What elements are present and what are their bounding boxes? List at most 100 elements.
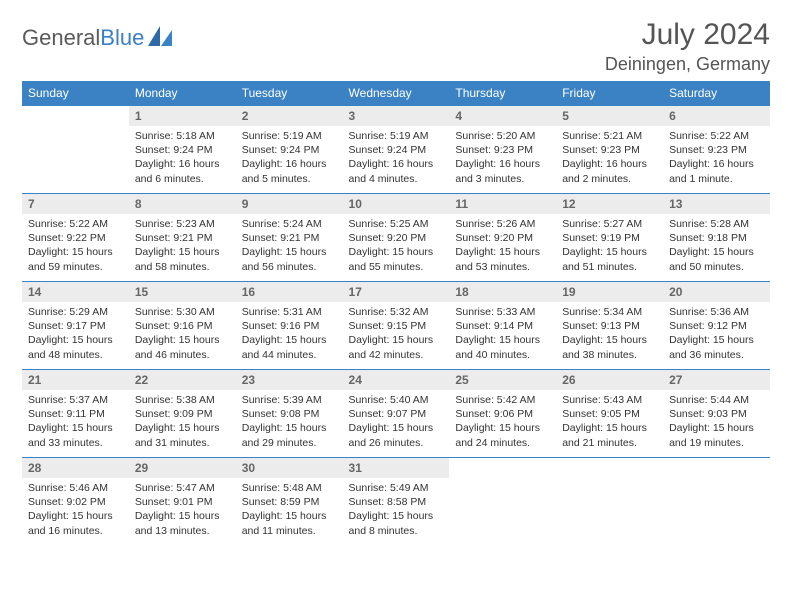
day-detail-line: Sunrise: 5:19 AM bbox=[242, 129, 337, 143]
day-detail-line: Daylight: 15 hours bbox=[242, 333, 337, 347]
day-detail-line: Sunset: 9:06 PM bbox=[455, 407, 550, 421]
calendar-cell: 24Sunrise: 5:40 AMSunset: 9:07 PMDayligh… bbox=[343, 370, 450, 458]
brand-word-1: General bbox=[22, 25, 100, 50]
day-detail-line: Sunset: 9:09 PM bbox=[135, 407, 230, 421]
day-detail: Sunrise: 5:31 AMSunset: 9:16 PMDaylight:… bbox=[236, 302, 343, 368]
day-detail: Sunrise: 5:19 AMSunset: 9:24 PMDaylight:… bbox=[343, 126, 450, 192]
day-detail: Sunrise: 5:23 AMSunset: 9:21 PMDaylight:… bbox=[129, 214, 236, 280]
day-detail-line: Daylight: 15 hours bbox=[669, 421, 764, 435]
day-number: 5 bbox=[556, 106, 663, 126]
day-detail-line: and 58 minutes. bbox=[135, 260, 230, 274]
day-detail-line: and 5 minutes. bbox=[242, 172, 337, 186]
day-detail-line: Sunrise: 5:42 AM bbox=[455, 393, 550, 407]
day-number: 27 bbox=[663, 370, 770, 390]
day-detail-line: Sunset: 9:20 PM bbox=[349, 231, 444, 245]
day-detail: Sunrise: 5:27 AMSunset: 9:19 PMDaylight:… bbox=[556, 214, 663, 280]
day-detail-line: Daylight: 15 hours bbox=[28, 333, 123, 347]
calendar-cell: 12Sunrise: 5:27 AMSunset: 9:19 PMDayligh… bbox=[556, 194, 663, 282]
calendar-cell: 13Sunrise: 5:28 AMSunset: 9:18 PMDayligh… bbox=[663, 194, 770, 282]
day-detail-line: Sunrise: 5:32 AM bbox=[349, 305, 444, 319]
day-detail-line: Daylight: 15 hours bbox=[562, 421, 657, 435]
day-header: Monday bbox=[129, 81, 236, 106]
day-detail-line: Sunrise: 5:22 AM bbox=[28, 217, 123, 231]
day-detail-line: Sunrise: 5:23 AM bbox=[135, 217, 230, 231]
calendar-week: 1Sunrise: 5:18 AMSunset: 9:24 PMDaylight… bbox=[22, 106, 770, 194]
day-detail-line: Daylight: 16 hours bbox=[669, 157, 764, 171]
month-title: July 2024 bbox=[605, 18, 770, 52]
calendar-cell: 14Sunrise: 5:29 AMSunset: 9:17 PMDayligh… bbox=[22, 282, 129, 370]
calendar-cell: 9Sunrise: 5:24 AMSunset: 9:21 PMDaylight… bbox=[236, 194, 343, 282]
day-number: 29 bbox=[129, 458, 236, 478]
day-detail-line: and 50 minutes. bbox=[669, 260, 764, 274]
day-detail-line: Sunset: 9:14 PM bbox=[455, 319, 550, 333]
calendar-cell: 8Sunrise: 5:23 AMSunset: 9:21 PMDaylight… bbox=[129, 194, 236, 282]
day-detail-line: and 55 minutes. bbox=[349, 260, 444, 274]
day-detail: Sunrise: 5:34 AMSunset: 9:13 PMDaylight:… bbox=[556, 302, 663, 368]
day-number: 16 bbox=[236, 282, 343, 302]
day-detail: Sunrise: 5:39 AMSunset: 9:08 PMDaylight:… bbox=[236, 390, 343, 456]
day-detail-line: Daylight: 15 hours bbox=[562, 333, 657, 347]
day-detail-line: Daylight: 15 hours bbox=[349, 245, 444, 259]
day-detail-line: Sunset: 9:16 PM bbox=[135, 319, 230, 333]
day-detail-line: Sunset: 9:23 PM bbox=[455, 143, 550, 157]
day-detail: Sunrise: 5:44 AMSunset: 9:03 PMDaylight:… bbox=[663, 390, 770, 456]
day-detail-line: Sunrise: 5:26 AM bbox=[455, 217, 550, 231]
day-number: 9 bbox=[236, 194, 343, 214]
day-detail-line: and 42 minutes. bbox=[349, 348, 444, 362]
day-number: 28 bbox=[22, 458, 129, 478]
day-number: 30 bbox=[236, 458, 343, 478]
day-detail-line: Daylight: 15 hours bbox=[242, 245, 337, 259]
day-detail-line: and 6 minutes. bbox=[135, 172, 230, 186]
day-detail-line: Daylight: 15 hours bbox=[135, 421, 230, 435]
day-detail-line: Sunset: 9:21 PM bbox=[242, 231, 337, 245]
day-detail-line: Sunrise: 5:49 AM bbox=[349, 481, 444, 495]
calendar-cell: 23Sunrise: 5:39 AMSunset: 9:08 PMDayligh… bbox=[236, 370, 343, 458]
calendar-body: 1Sunrise: 5:18 AMSunset: 9:24 PMDaylight… bbox=[22, 106, 770, 546]
day-detail-line: Sunset: 9:07 PM bbox=[349, 407, 444, 421]
day-detail-line: Daylight: 15 hours bbox=[455, 421, 550, 435]
day-number: 25 bbox=[449, 370, 556, 390]
day-number: 21 bbox=[22, 370, 129, 390]
day-detail-line: and 16 minutes. bbox=[28, 524, 123, 538]
day-detail: Sunrise: 5:18 AMSunset: 9:24 PMDaylight:… bbox=[129, 126, 236, 192]
day-detail: Sunrise: 5:28 AMSunset: 9:18 PMDaylight:… bbox=[663, 214, 770, 280]
calendar-cell: 31Sunrise: 5:49 AMSunset: 8:58 PMDayligh… bbox=[343, 458, 450, 546]
day-detail-line: and 29 minutes. bbox=[242, 436, 337, 450]
day-detail-line: and 1 minute. bbox=[669, 172, 764, 186]
day-detail: Sunrise: 5:22 AMSunset: 9:23 PMDaylight:… bbox=[663, 126, 770, 192]
calendar-cell: 20Sunrise: 5:36 AMSunset: 9:12 PMDayligh… bbox=[663, 282, 770, 370]
day-detail-line: Sunset: 9:24 PM bbox=[135, 143, 230, 157]
brand-logo: GeneralBlue bbox=[22, 18, 174, 51]
day-detail-line: Sunrise: 5:18 AM bbox=[135, 129, 230, 143]
day-number: 20 bbox=[663, 282, 770, 302]
day-number: 13 bbox=[663, 194, 770, 214]
calendar-cell bbox=[556, 458, 663, 546]
day-detail-line: Daylight: 16 hours bbox=[349, 157, 444, 171]
day-detail-line: and 56 minutes. bbox=[242, 260, 337, 274]
day-header: Tuesday bbox=[236, 81, 343, 106]
calendar-cell: 7Sunrise: 5:22 AMSunset: 9:22 PMDaylight… bbox=[22, 194, 129, 282]
day-detail-line: and 31 minutes. bbox=[135, 436, 230, 450]
day-number: 6 bbox=[663, 106, 770, 126]
day-header: Sunday bbox=[22, 81, 129, 106]
day-detail-line: Sunset: 9:17 PM bbox=[28, 319, 123, 333]
day-detail-line: Sunrise: 5:44 AM bbox=[669, 393, 764, 407]
calendar-cell: 3Sunrise: 5:19 AMSunset: 9:24 PMDaylight… bbox=[343, 106, 450, 194]
day-number: 17 bbox=[343, 282, 450, 302]
day-number: 11 bbox=[449, 194, 556, 214]
day-detail-line: Sunrise: 5:46 AM bbox=[28, 481, 123, 495]
day-header: Friday bbox=[556, 81, 663, 106]
day-detail-line: Daylight: 15 hours bbox=[669, 245, 764, 259]
day-detail-line: Sunset: 9:08 PM bbox=[242, 407, 337, 421]
header: GeneralBlue July 2024 Deiningen, Germany bbox=[22, 18, 770, 75]
day-detail: Sunrise: 5:37 AMSunset: 9:11 PMDaylight:… bbox=[22, 390, 129, 456]
day-detail-line: Sunset: 9:15 PM bbox=[349, 319, 444, 333]
day-detail-line: Daylight: 15 hours bbox=[135, 509, 230, 523]
day-detail: Sunrise: 5:43 AMSunset: 9:05 PMDaylight:… bbox=[556, 390, 663, 456]
day-detail-line: Sunset: 9:01 PM bbox=[135, 495, 230, 509]
day-detail-line: Sunrise: 5:28 AM bbox=[669, 217, 764, 231]
day-detail-line: Sunset: 9:24 PM bbox=[349, 143, 444, 157]
day-detail-line: Daylight: 15 hours bbox=[455, 333, 550, 347]
day-number: 14 bbox=[22, 282, 129, 302]
day-detail-line: and 33 minutes. bbox=[28, 436, 123, 450]
